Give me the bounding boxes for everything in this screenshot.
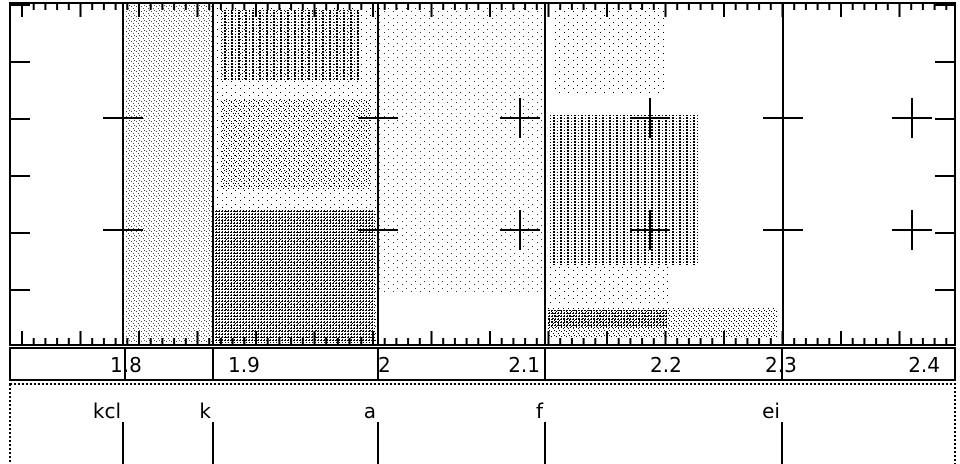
time-label: 1.9 bbox=[228, 353, 260, 377]
time-label: 2.4 bbox=[908, 353, 940, 377]
segment-boundaries bbox=[122, 3, 784, 345]
spectrogram-texture bbox=[125, 5, 778, 343]
segment-label[interactable]: ei bbox=[762, 399, 780, 423]
segment-label[interactable]: a bbox=[364, 399, 376, 423]
time-axis-box bbox=[9, 347, 956, 381]
time-label: 2.1 bbox=[508, 353, 540, 377]
segment-label[interactable]: f bbox=[536, 399, 544, 423]
time-label: 1.8 bbox=[110, 353, 142, 377]
segment-tier: kcl k a f ei bbox=[9, 383, 956, 464]
spectrogram-frame bbox=[9, 2, 956, 346]
segment-label[interactable]: kcl bbox=[93, 399, 121, 423]
time-label: 2.2 bbox=[650, 353, 682, 377]
segment-label[interactable]: k bbox=[199, 399, 211, 423]
time-label: 2 bbox=[378, 353, 391, 377]
time-label: 2.3 bbox=[765, 353, 797, 377]
segment-tier-box bbox=[9, 383, 956, 464]
time-axis: 1.8 1.9 2 2.1 2.2 2.3 2.4 bbox=[9, 347, 956, 381]
